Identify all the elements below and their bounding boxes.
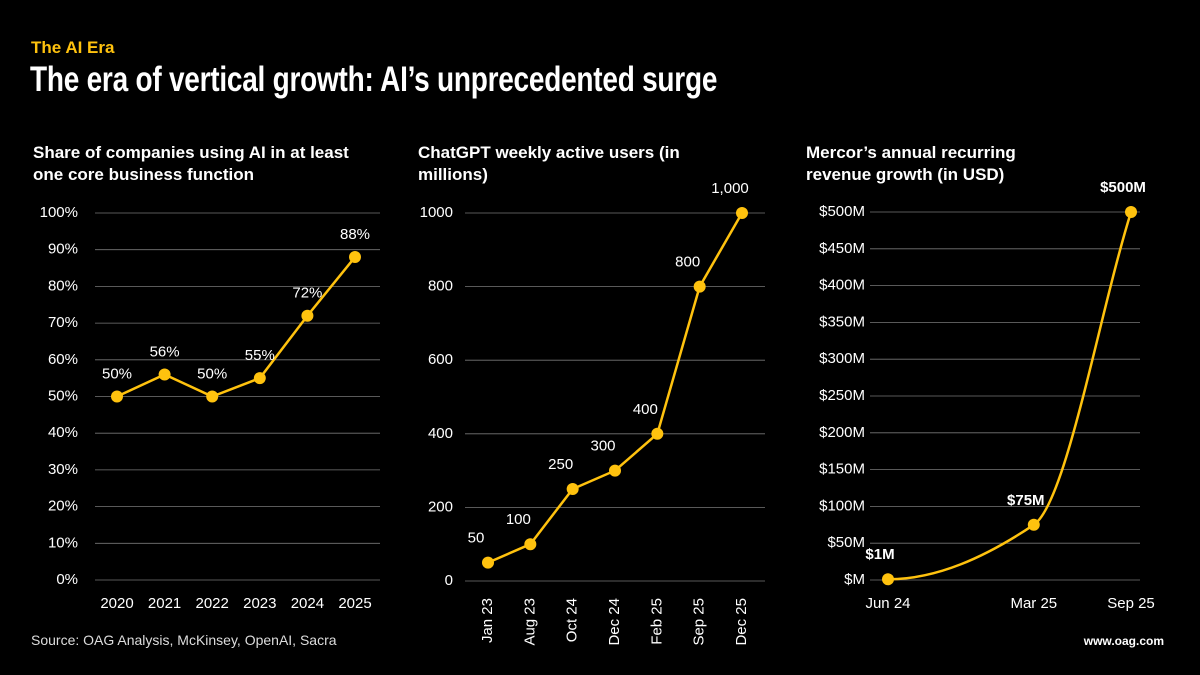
point	[349, 251, 361, 264]
x-tick-label: Oct 24	[564, 598, 581, 642]
y-tick-label: 800	[428, 278, 453, 295]
data-label: 800	[675, 254, 700, 271]
x-tick-label: 2023	[243, 595, 276, 612]
point	[651, 427, 664, 440]
kicker: The AI Era	[31, 38, 115, 57]
y-tick-label: 600	[428, 351, 453, 368]
y-tick-label: 50%	[48, 387, 78, 404]
y-tick-label: 10%	[48, 534, 78, 551]
y-tick-label: $350M	[819, 313, 865, 330]
data-label: $1M	[865, 546, 894, 563]
point	[158, 368, 171, 381]
chart-title: Mercor’s annual recurring revenue growth…	[806, 143, 1016, 184]
y-tick-label: $400M	[819, 277, 865, 294]
x-tick-label: 2020	[100, 595, 133, 612]
series-line	[116, 256, 356, 398]
data-label: 72%	[292, 285, 322, 302]
y-tick-label: $50M	[827, 534, 865, 551]
x-tick-label: Sep 25	[1107, 595, 1155, 612]
y-tick-label: $150M	[819, 461, 865, 478]
y-tick-label: $100M	[819, 497, 865, 514]
data-label: 56%	[150, 343, 180, 360]
slide-title: The era of vertical growth: AI’s unprece…	[30, 60, 718, 99]
point	[111, 390, 123, 403]
y-tick-label: 0	[445, 572, 453, 589]
source: Source: OAG Analysis, McKinsey, OpenAI, …	[31, 632, 337, 648]
x-tick-label: Aug 23	[521, 598, 538, 646]
y-tick-label: 100%	[40, 204, 78, 221]
x-tick-label: Dec 24	[606, 598, 623, 646]
y-tick-label: 400	[428, 425, 453, 442]
y-tick-label: $250M	[819, 387, 865, 404]
chart-title: ChatGPT weekly active users (in millions…	[418, 143, 680, 184]
data-label: $75M	[1007, 492, 1045, 509]
data-label: 300	[590, 438, 615, 455]
point	[736, 207, 748, 219]
y-tick-label: 1000	[420, 204, 453, 221]
point	[524, 538, 537, 551]
y-tick-label: $200M	[819, 424, 865, 441]
y-tick-label: 70%	[48, 314, 78, 331]
point	[882, 573, 894, 586]
x-tick-label: Dec 25	[733, 598, 750, 646]
data-label: 250	[548, 456, 573, 473]
y-tick-label: 0%	[56, 571, 78, 588]
y-tick-label: $M	[844, 571, 865, 588]
y-tick-label: $500M	[819, 203, 865, 220]
x-tick-label: 2022	[196, 595, 229, 612]
point	[566, 483, 579, 495]
x-tick-label: Jun 24	[865, 595, 910, 612]
chart-title: Share of companies using AI in at least …	[33, 143, 349, 184]
data-label: 1,000	[711, 180, 749, 197]
data-label: 400	[633, 401, 658, 418]
x-tick-label: Feb 25	[648, 598, 665, 645]
x-tick-label: Jan 23	[479, 598, 496, 643]
point	[693, 280, 706, 293]
data-label: 55%	[245, 347, 275, 364]
point	[609, 464, 621, 477]
point	[482, 556, 494, 569]
data-label: 100	[506, 511, 531, 528]
point	[301, 309, 314, 322]
series-line	[887, 211, 1133, 581]
series-line	[487, 212, 744, 564]
point	[253, 372, 266, 385]
y-tick-label: 20%	[48, 498, 78, 515]
y-tick-label: 200	[428, 498, 453, 515]
website: www.oag.com	[1083, 634, 1164, 648]
point	[1125, 206, 1137, 218]
x-tick-label: Mar 25	[1010, 595, 1057, 612]
y-tick-label: $300M	[819, 350, 865, 367]
data-label: 88%	[340, 226, 370, 243]
y-tick-label: 80%	[48, 277, 78, 294]
y-tick-label: 90%	[48, 241, 78, 258]
data-label: 50	[468, 530, 485, 547]
y-tick-label: $450M	[819, 240, 865, 257]
y-tick-label: 40%	[48, 424, 78, 441]
point	[206, 390, 219, 403]
point	[1027, 518, 1040, 531]
data-label: 50%	[102, 365, 132, 382]
data-label: 50%	[197, 365, 227, 382]
x-tick-label: 2021	[148, 595, 181, 612]
y-tick-label: 60%	[48, 351, 78, 368]
y-tick-label: 30%	[48, 461, 78, 478]
x-tick-label: 2025	[338, 595, 371, 612]
x-tick-label: Sep 25	[691, 598, 708, 646]
x-tick-label: 2024	[291, 595, 324, 612]
data-label: $500M	[1100, 179, 1146, 196]
